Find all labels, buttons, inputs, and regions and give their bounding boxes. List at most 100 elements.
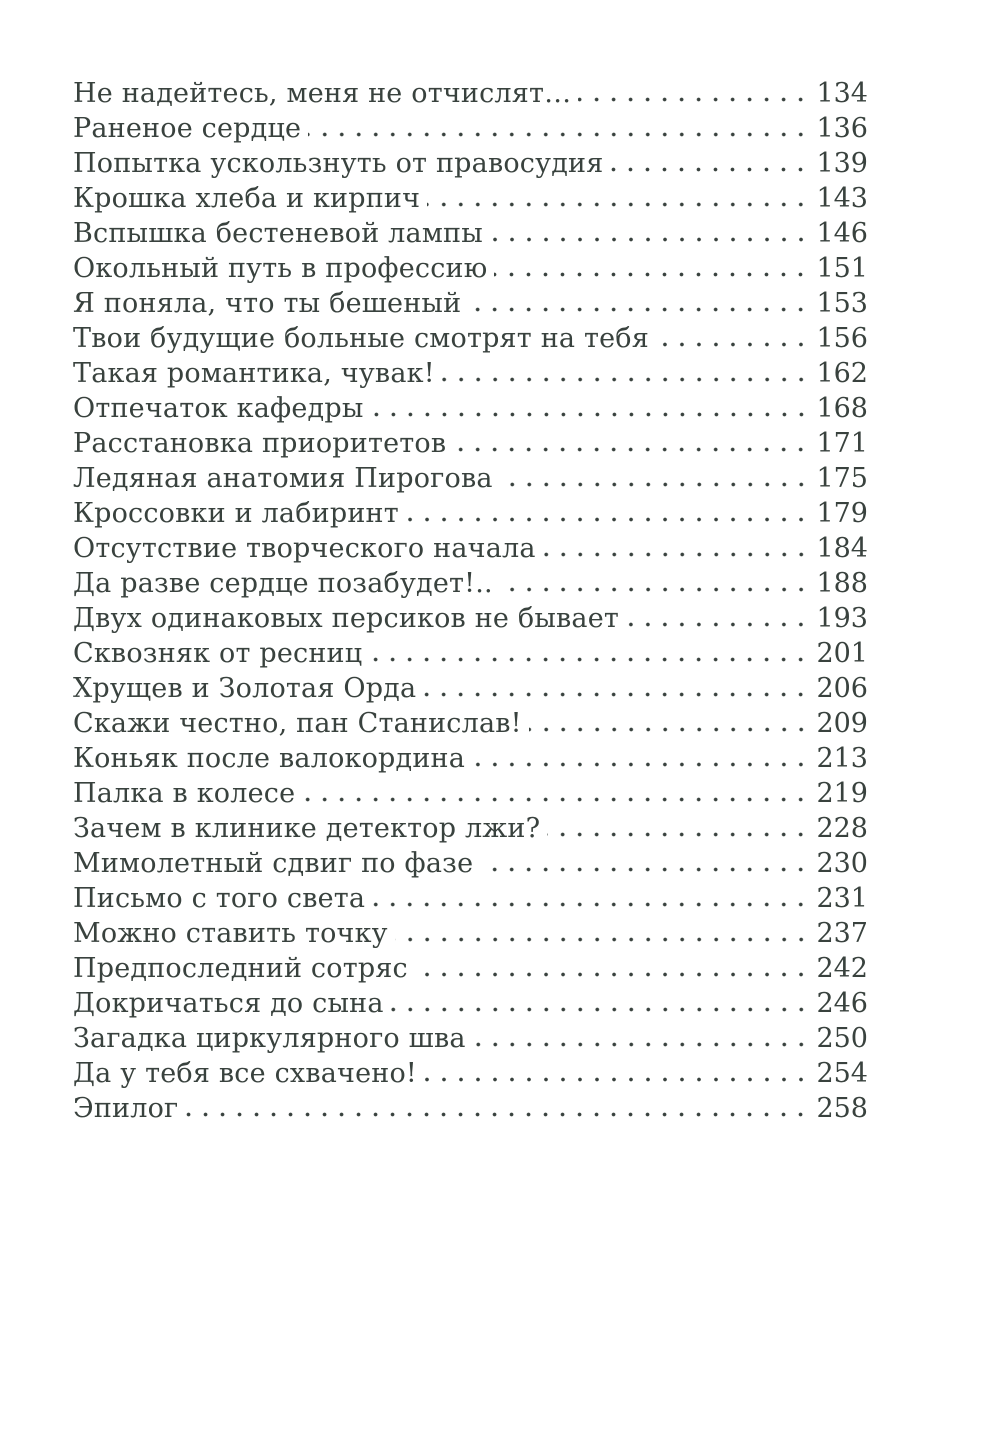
- toc-row-17: Сквозняк от ресниц 201: [73, 636, 868, 671]
- toc-entry-title: Расстановка приоритетов: [73, 428, 447, 459]
- dot-leader: [528, 706, 815, 741]
- toc-entry-page: 134: [816, 78, 868, 109]
- toc-entry-title: Зачем в клинике детектор лжи?: [73, 813, 541, 844]
- toc-entry-title: Сквозняк от ресниц: [73, 638, 363, 669]
- toc-row-13: Кроссовки и лабиринт 179: [73, 496, 868, 531]
- toc-row-26: Предпоследний сотряс 242: [73, 951, 868, 986]
- dot-leader: [185, 1091, 815, 1126]
- dot-leader: [472, 1021, 815, 1056]
- dot-leader: [414, 951, 815, 986]
- toc-entry-page: 230: [816, 848, 868, 879]
- dot-leader: [489, 216, 815, 251]
- toc-entry-page: 258: [816, 1093, 868, 1124]
- toc-row-22: Зачем в клинике детектор лжи? 228: [73, 811, 868, 846]
- toc-entry-page: 219: [816, 778, 868, 809]
- toc-entry-page: 250: [816, 1023, 868, 1054]
- toc-entry-title: Отпечаток кафедры: [73, 393, 364, 424]
- toc-entry-title: Отсутствие творческого начала: [73, 533, 536, 564]
- toc-row-8: Твои будущие больные смотрят на тебя 156: [73, 321, 868, 356]
- toc-row-25: Можно ставить точку 237: [73, 916, 868, 951]
- toc-entry-title: Крошка хлеба и кирпич: [73, 183, 421, 214]
- toc-row-28: Загадка циркулярного шва 250: [73, 1021, 868, 1056]
- toc-entry-page: 209: [816, 708, 868, 739]
- toc-entry-page: 188: [816, 568, 868, 599]
- toc-row-30: Эпилог 258: [73, 1091, 868, 1126]
- toc-entry-title: Предпоследний сотряс: [73, 953, 408, 984]
- dot-leader: [578, 76, 815, 111]
- toc-entry-page: 184: [816, 533, 868, 564]
- toc-row-10: Отпечаток кафедры 168: [73, 391, 868, 426]
- toc-row-15: Да разве сердце позабудет!.. 188: [73, 566, 868, 601]
- toc-row-23: Мимолетный сдвиг по фазе 230: [73, 846, 868, 881]
- dot-leader: [494, 251, 815, 286]
- toc-entry-page: 175: [816, 463, 868, 494]
- dot-leader: [370, 391, 815, 426]
- dot-leader: [427, 181, 815, 216]
- toc-row-4: Крошка хлеба и кирпич 143: [73, 181, 868, 216]
- toc-row-27: Докричаться до сына 246: [73, 986, 868, 1021]
- toc-entry-title: Да разве сердце позабудет!..: [73, 568, 493, 599]
- toc-row-6: Окольный путь в профессию 151: [73, 251, 868, 286]
- toc-row-9: Такая романтика, чувак! 162: [73, 356, 868, 391]
- dot-leader: [441, 356, 815, 391]
- toc-entry-title: Попытка ускользнуть от правосудия: [73, 148, 604, 179]
- toc-entry-title: Твои будущие больные смотрят на тебя: [73, 323, 649, 354]
- dot-leader: [472, 741, 815, 776]
- toc-entry-title: Палка в колесе: [73, 778, 296, 809]
- toc-entry-page: 146: [816, 218, 868, 249]
- toc-row-14: Отсутствие творческого начала 184: [73, 531, 868, 566]
- dot-leader: [468, 286, 815, 321]
- toc-entry-title: Не надейтесь, меня не отчислят…: [73, 78, 572, 109]
- toc-entry-page: 193: [816, 603, 868, 634]
- toc-entry-title: Ледяная анатомия Пирогова: [73, 463, 493, 494]
- toc-entry-page: 171: [816, 428, 868, 459]
- dot-leader: [405, 496, 815, 531]
- toc-entry-page: 136: [816, 113, 868, 144]
- toc-entry-title: Раненое сердце: [73, 113, 302, 144]
- toc-row-29: Да у тебя все схвачено! 254: [73, 1056, 868, 1091]
- toc-entry-title: Мимолетный сдвиг по фазе: [73, 848, 474, 879]
- toc-entry-title: Окольный путь в профессию: [73, 253, 488, 284]
- toc-entry-page: 231: [816, 883, 868, 914]
- toc-entry-title: Загадка циркулярного шва: [73, 1023, 466, 1054]
- dot-leader: [302, 776, 815, 811]
- toc-entry-page: 206: [816, 673, 868, 704]
- dot-leader: [542, 531, 815, 566]
- dot-leader: [372, 881, 815, 916]
- toc-entry-page: 201: [816, 638, 868, 669]
- toc-entry-page: 228: [816, 813, 868, 844]
- dot-leader: [547, 811, 815, 846]
- toc-entry-page: 213: [816, 743, 868, 774]
- toc-row-20: Коньяк после валокордина 213: [73, 741, 868, 776]
- dot-leader: [423, 1056, 815, 1091]
- toc-entry-title: Я поняла, что ты бешеный: [73, 288, 462, 319]
- dot-leader: [308, 111, 815, 146]
- toc-entry-title: Такая романтика, чувак!: [73, 358, 435, 389]
- dot-leader: [394, 916, 815, 951]
- toc-entry-title: Кроссовки и лабиринт: [73, 498, 399, 529]
- toc-entry-title: Да у тебя все схвачено!: [73, 1058, 417, 1089]
- toc-entry-page: 179: [816, 498, 868, 529]
- toc-row-3: Попытка ускользнуть от правосудия 139: [73, 146, 868, 181]
- toc-row-1: Не надейтесь, меня не отчислят… 134: [73, 76, 868, 111]
- dot-leader: [369, 636, 815, 671]
- toc-entry-title: Эпилог: [73, 1093, 179, 1124]
- toc-entry-page: 254: [816, 1058, 868, 1089]
- toc-entry-page: 139: [816, 148, 868, 179]
- toc-entry-title: Хрущев и Золотая Орда: [73, 673, 417, 704]
- dot-leader: [390, 986, 815, 1021]
- dot-leader: [626, 601, 815, 636]
- toc-entry-title: Можно ставить точку: [73, 918, 388, 949]
- toc-entry-page: 237: [816, 918, 868, 949]
- toc-entry-page: 242: [816, 953, 868, 984]
- toc-entry-page: 153: [816, 288, 868, 319]
- toc-entry-page: 156: [816, 323, 868, 354]
- dot-leader: [610, 146, 815, 181]
- toc-row-11: Расстановка приоритетов 171: [73, 426, 868, 461]
- dot-leader: [656, 321, 815, 356]
- toc-entry-page: 151: [816, 253, 868, 284]
- toc-row-21: Палка в колесе 219: [73, 776, 868, 811]
- toc-entry-title: Скажи честно, пан Станислав!: [73, 708, 522, 739]
- toc-entry-title: Письмо с того света: [73, 883, 366, 914]
- toc-row-19: Скажи честно, пан Станислав! 209: [73, 706, 868, 741]
